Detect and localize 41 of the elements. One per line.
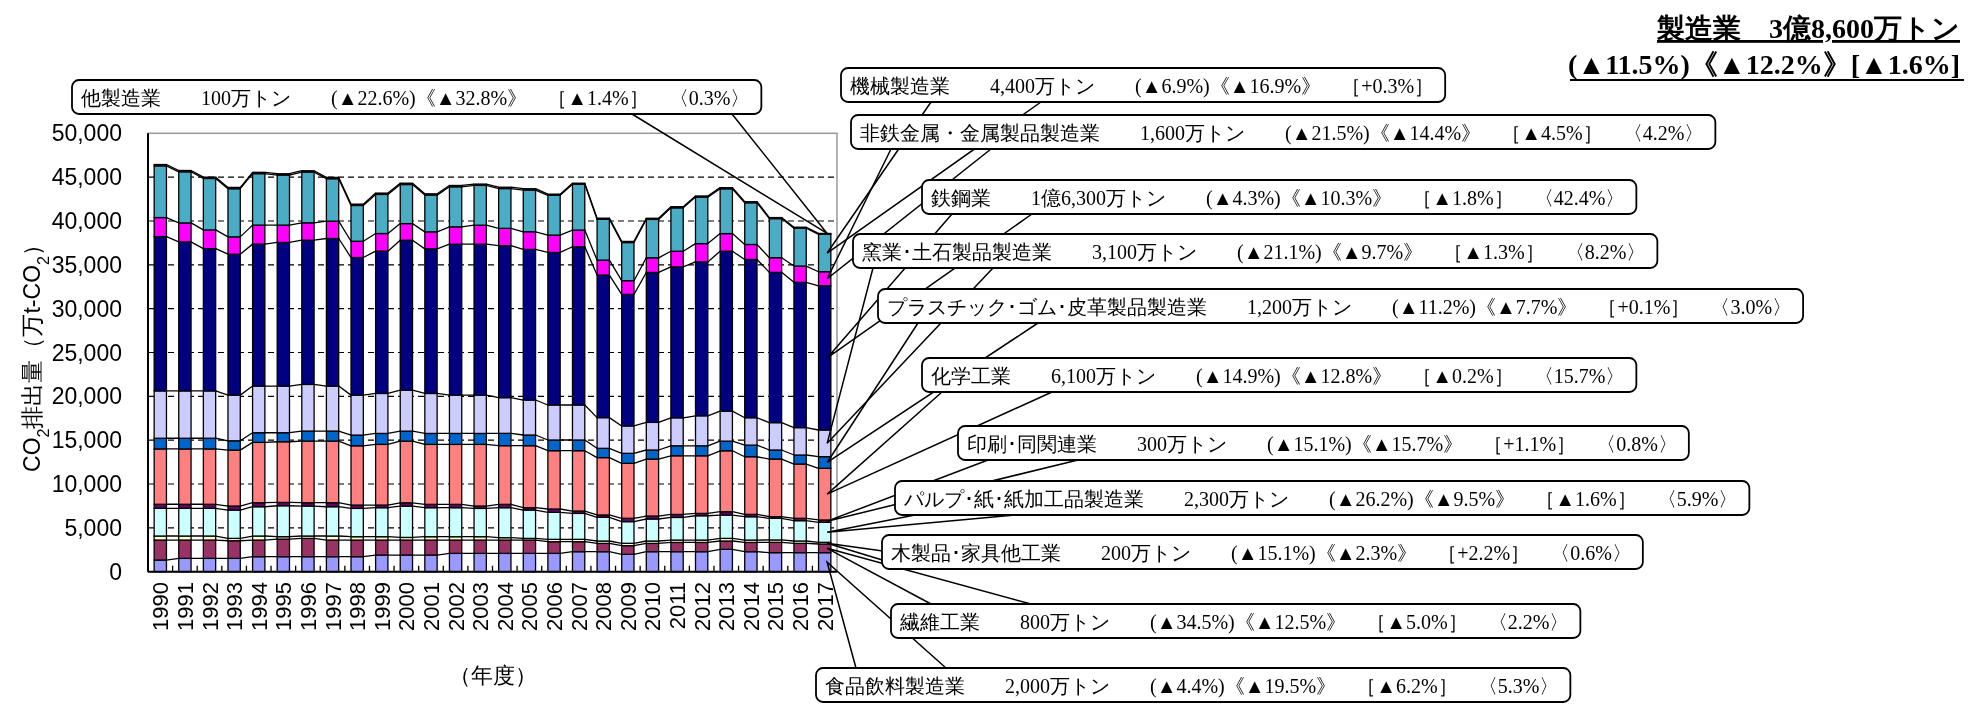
x-tick-label: 1994 [246, 582, 272, 631]
y-tick-label: 5,000 [64, 514, 122, 541]
x-tick-label: 1998 [345, 582, 371, 631]
y-tick-label: 30,000 [51, 295, 122, 322]
x-tick-label: 2008 [591, 582, 617, 631]
x-tick-label: 2010 [640, 582, 666, 631]
x-tick-label: 1999 [369, 582, 395, 631]
x-tick-label: 1995 [271, 582, 297, 631]
x-tick-label: 1991 [172, 582, 198, 631]
y-tick-label: 10,000 [51, 471, 122, 498]
x-tick-label: 1993 [222, 582, 248, 631]
x-tick-label: 2005 [517, 582, 543, 631]
x-tick-label: 1997 [320, 582, 346, 631]
y-tick-label: 25,000 [51, 339, 122, 366]
y-tick-label: 50,000 [51, 120, 122, 147]
x-tick-label: 2016 [788, 582, 814, 631]
x-tick-label: 2000 [394, 582, 420, 631]
x-tick-label: 2017 [812, 582, 838, 631]
y-tick-label: 15,000 [51, 427, 122, 454]
x-tick-label: 2006 [542, 582, 568, 631]
x-tick-label: 2007 [566, 582, 592, 631]
y-tick-label: 20,000 [51, 383, 122, 410]
x-tick-label: 2015 [763, 582, 789, 631]
x-tick-label: 1996 [295, 582, 321, 631]
text: (▲11.5%)《▲12.2%》[▲1.6%] [1568, 49, 1960, 80]
x-tick-label: 2013 [714, 582, 740, 631]
x-tick-label: 2009 [615, 582, 641, 631]
x-tick-label: 1990 [148, 582, 174, 631]
x-tick-label: 2014 [738, 582, 764, 631]
x-tick-label: 2001 [418, 582, 444, 631]
x-tick-label: 2011 [665, 582, 691, 630]
x-tick-label: 2004 [492, 582, 518, 631]
y-tick-label: 40,000 [51, 207, 122, 234]
x-tick-label: 2002 [443, 582, 469, 631]
x-tick-label: 2003 [468, 582, 494, 631]
x-axis-title: （年度） [448, 663, 537, 688]
y-tick-label: 45,000 [51, 164, 122, 191]
x-tick-label: 1992 [197, 582, 223, 631]
y-tick-label: 0 [109, 558, 122, 585]
x-tick-label: 2012 [689, 582, 715, 631]
y-tick-label: 35,000 [51, 251, 122, 278]
